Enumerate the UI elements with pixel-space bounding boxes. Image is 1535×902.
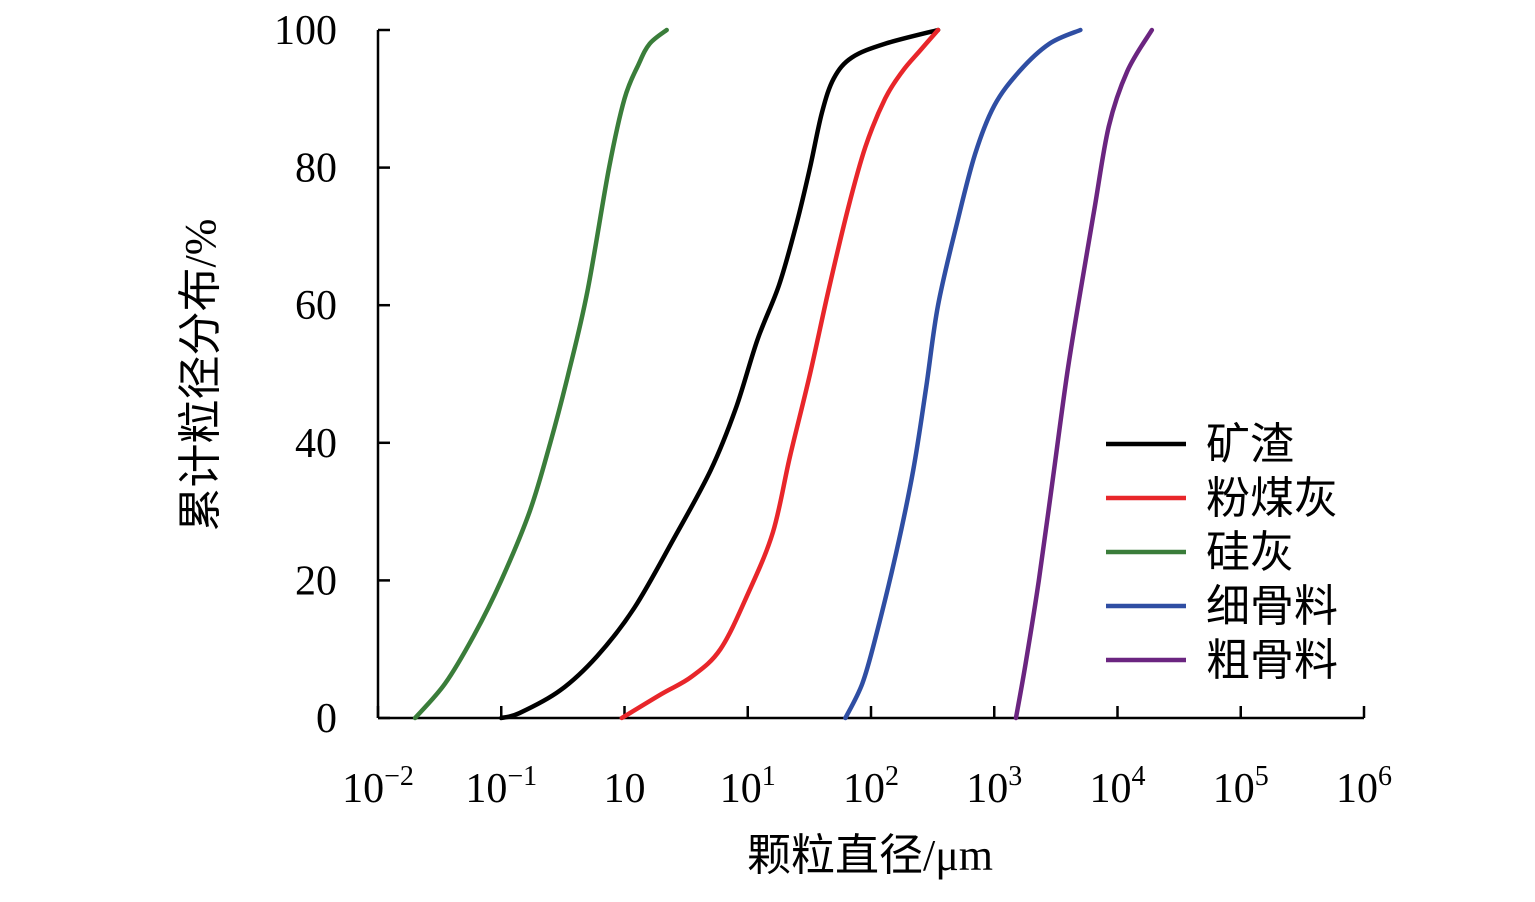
x-tick-label: 103 — [966, 761, 1022, 812]
series-line-0 — [499, 27, 941, 721]
y-tick-label: 100 — [274, 8, 337, 54]
legend-label: 粉煤灰 — [1206, 474, 1338, 523]
y-tick-label: 80 — [295, 146, 337, 192]
series-line-4 — [1013, 27, 1155, 721]
y-axis-title: 累计粒径分布/% — [176, 219, 225, 532]
legend-label: 硅灰 — [1206, 528, 1294, 577]
x-axis-title: 颗粒直径/μm — [747, 831, 993, 880]
series-lines — [412, 27, 1155, 721]
x-tick-label: 10 — [604, 766, 646, 812]
x-tick-label: 101 — [720, 761, 776, 812]
x-tick-label: 10−1 — [465, 761, 537, 812]
y-tick-label: 20 — [295, 558, 337, 604]
x-tick-label: 105 — [1213, 761, 1269, 812]
y-tick-label: 40 — [295, 421, 337, 467]
y-tick-label: 60 — [295, 283, 337, 329]
x-tick-label: 102 — [843, 761, 899, 812]
ticks: 10−2 10−1 10 101 102 103 104 105 106 0 20 40 60 80 100 — [274, 8, 1392, 812]
legend-label: 细骨料 — [1206, 582, 1338, 631]
series-line-1 — [619, 27, 941, 721]
x-tick-label: 104 — [1090, 761, 1146, 812]
legend-label: 粗骨料 — [1206, 636, 1338, 685]
x-tick-label: 106 — [1336, 761, 1392, 812]
x-tick-label: 10−2 — [342, 761, 414, 812]
series-line-3 — [843, 27, 1083, 721]
legend-label: 矿渣 — [1206, 420, 1294, 469]
series-line-2 — [412, 27, 669, 721]
y-tick-label: 0 — [316, 696, 337, 742]
